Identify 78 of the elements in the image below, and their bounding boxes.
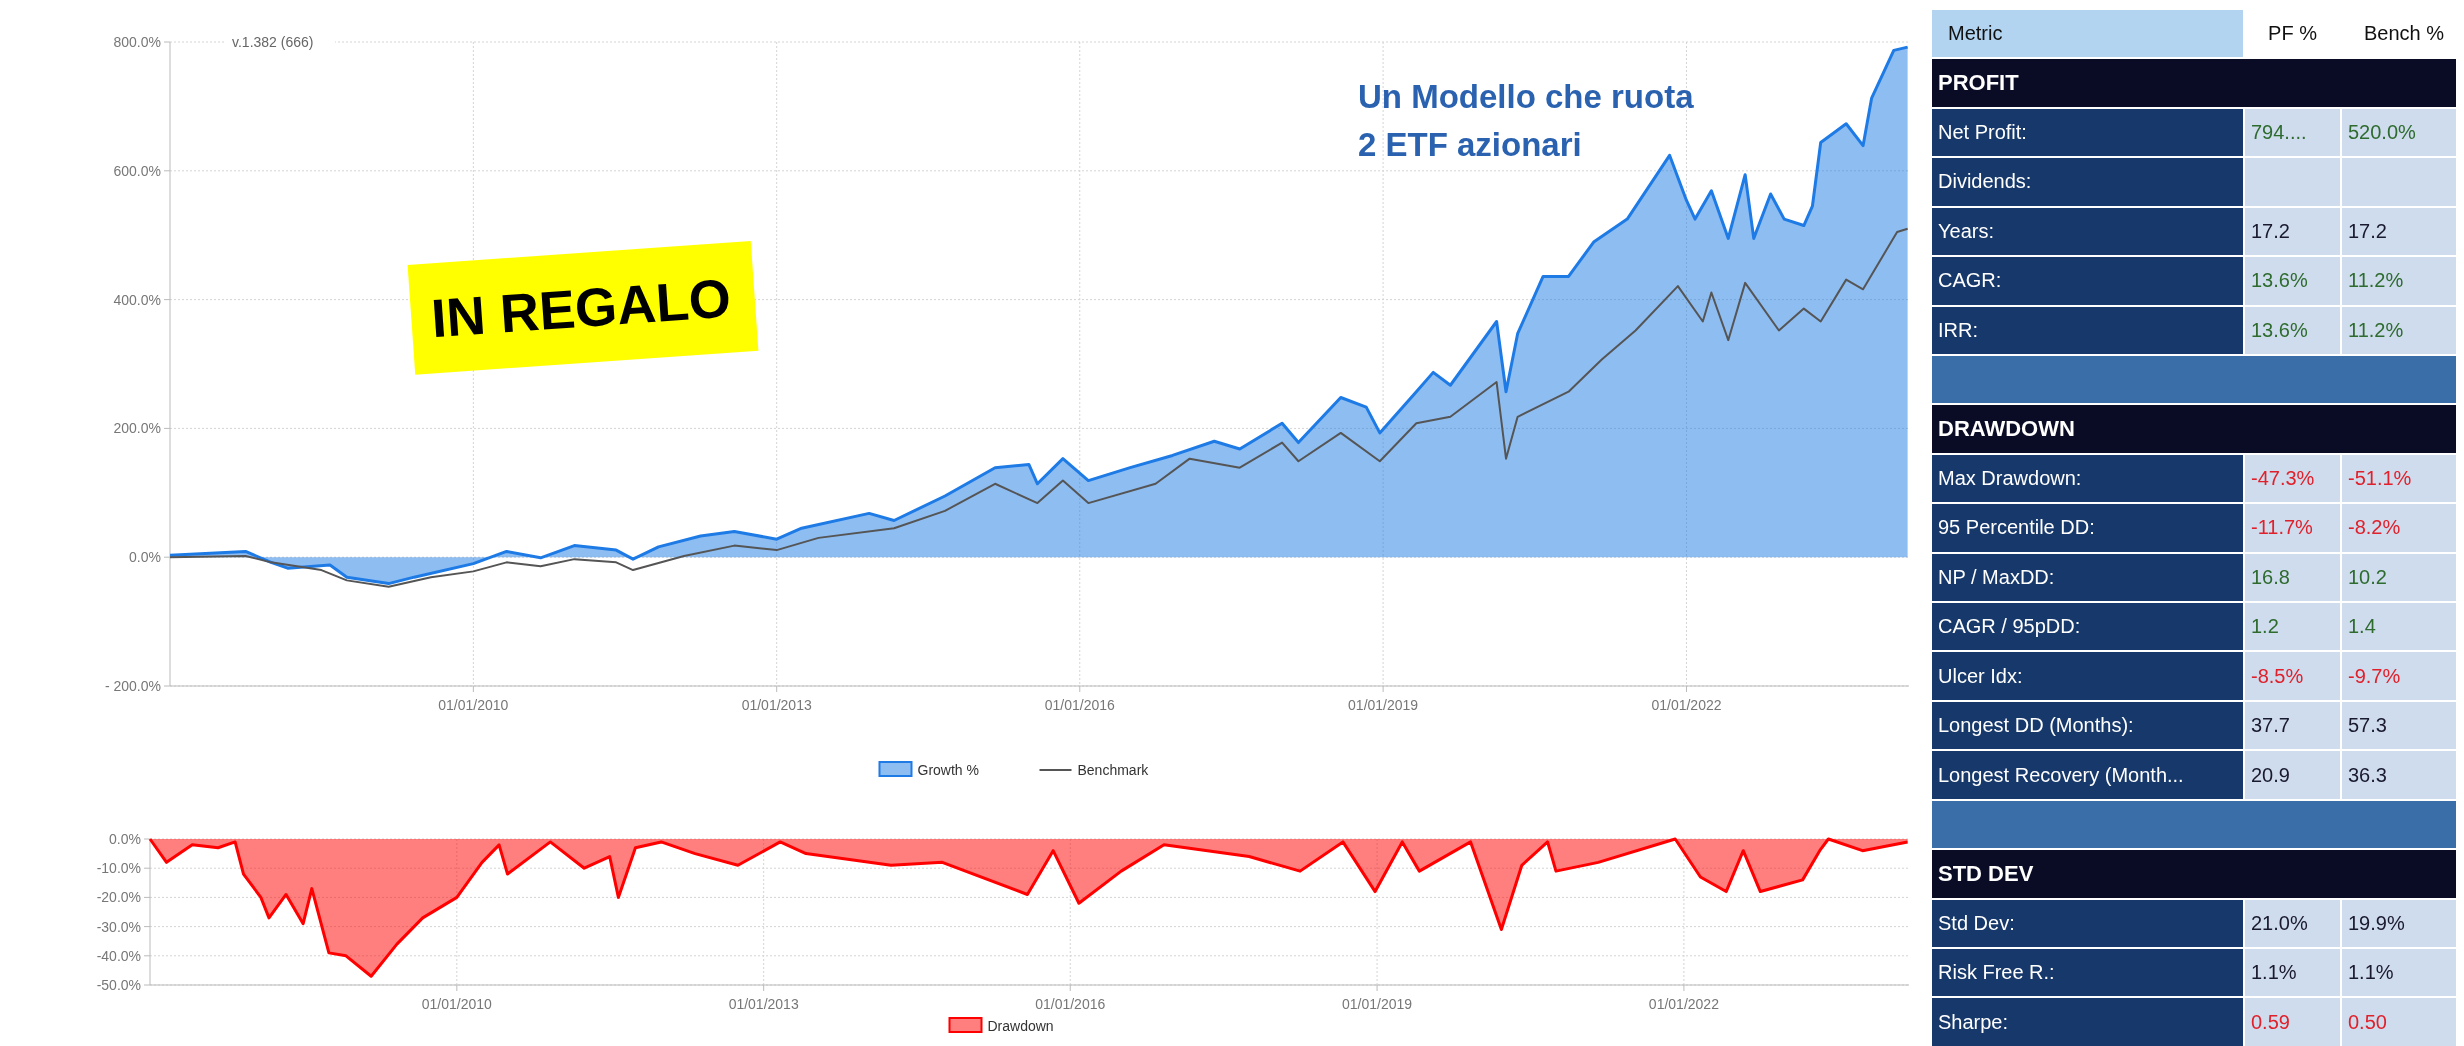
- category-label: Years:: [1938, 219, 1994, 242]
- x-tick-label: 01/01/2016: [1044, 697, 1116, 713]
- x-tick-label: 01/01/2022: [1648, 996, 1720, 1012]
- text: 36.3: [2348, 763, 2387, 786]
- category-label: Risk Free R.:: [1938, 961, 2055, 984]
- text: 13.6%: [2251, 318, 2308, 341]
- text: -51.1%: [2348, 467, 2412, 489]
- text: 11.2%: [2348, 269, 2404, 292]
- category-label: CAGR / 95pDD:: [1938, 615, 2081, 638]
- category-label: Bench %: [2362, 21, 2446, 47]
- text: 37.7: [2251, 714, 2290, 737]
- y-tick-label: -50.0%: [96, 976, 141, 993]
- y-tick-label: - 200.0%: [104, 677, 161, 694]
- category-label: NP / MaxDD:: [1938, 565, 2055, 588]
- text: 57.3: [2348, 714, 2387, 737]
- text: 0.59: [2251, 1010, 2290, 1033]
- text: 16.8: [2251, 565, 2290, 588]
- text: -8.5%: [2251, 664, 2304, 687]
- category-label: STD DEV: [1938, 860, 2034, 886]
- x-tick-label: 01/01/2013: [741, 697, 812, 713]
- text: 1.1%: [2251, 961, 2297, 984]
- category-label: PROFIT: [1938, 70, 2019, 96]
- text: 21.0%: [2251, 911, 2308, 934]
- legend-label: Growth %: [917, 761, 979, 778]
- x-tick-label: 01/01/2016: [1035, 996, 1106, 1012]
- category-label: CAGR:: [1938, 269, 2002, 292]
- y-tick-label: 800.0%: [113, 33, 161, 50]
- text: 11.2%: [2348, 318, 2404, 341]
- category-label: Std Dev:: [1938, 911, 2015, 934]
- legend-label: Drawdown: [987, 1017, 1054, 1034]
- text: 13.6%: [2251, 269, 2308, 292]
- legend-label: Benchmark: [1077, 761, 1150, 778]
- text: 17.2: [2348, 219, 2387, 242]
- text: -8.2%: [2348, 516, 2401, 539]
- text: 1.1%: [2348, 961, 2394, 984]
- category-label: Dividends:: [1938, 170, 2032, 193]
- category-label: Longest Recovery (Month...: [1938, 763, 2184, 786]
- category-label: Max Drawdown:: [1938, 467, 2082, 489]
- y-tick-label: 0.0%: [129, 549, 161, 566]
- y-tick-label: 0.0%: [109, 830, 141, 847]
- category-label: IRR:: [1938, 318, 1978, 341]
- text: 1.2: [2251, 615, 2279, 638]
- y-tick-label: -20.0%: [96, 889, 141, 906]
- y-tick-label: -40.0%: [96, 947, 141, 964]
- text: 19.9%: [2348, 911, 2405, 934]
- y-tick-label: -30.0%: [96, 918, 141, 935]
- y-tick-label: 400.0%: [113, 291, 161, 308]
- text: -11.7%: [2251, 516, 2313, 539]
- category-label: Longest DD (Months):: [1938, 714, 2134, 737]
- text: 794....: [2251, 121, 2307, 144]
- y-tick-label: 600.0%: [113, 162, 161, 179]
- text: -9.7%: [2348, 664, 2401, 687]
- text: 520.0%: [2348, 121, 2416, 144]
- text: -47.3%: [2251, 467, 2315, 489]
- annotation: v.1.382 (666): [232, 33, 314, 50]
- category-label: Net Profit:: [1938, 121, 2027, 144]
- category-label: PF %: [2245, 10, 2340, 58]
- y-tick-label: 200.0%: [113, 420, 161, 437]
- text: 17.2: [2251, 219, 2290, 242]
- category-label: DRAWDOWN: [1938, 416, 2075, 442]
- category-label: Metric: [1932, 10, 2243, 58]
- y-tick-label: -10.0%: [96, 860, 141, 877]
- text: 10.2: [2348, 565, 2387, 588]
- x-tick-label: 01/01/2019: [1348, 697, 1419, 713]
- x-tick-label: 01/01/2019: [1342, 996, 1413, 1012]
- x-tick-label: 01/01/2010: [438, 697, 509, 713]
- text: 0.50: [2348, 1010, 2387, 1033]
- annotation: IN REGALO: [429, 267, 733, 349]
- x-tick-label: 01/01/2013: [728, 996, 799, 1012]
- x-tick-label: 01/01/2022: [1651, 697, 1722, 713]
- category-label: 95 Percentile DD:: [1938, 516, 2095, 539]
- category-label: Sharpe:: [1938, 1010, 2009, 1033]
- x-tick-label: 01/01/2010: [421, 996, 493, 1012]
- line-series: [169, 227, 1909, 588]
- category-label: Ulcer Idx:: [1938, 664, 2023, 687]
- text: 1.4: [2348, 615, 2376, 638]
- text: 20.9: [2251, 763, 2290, 786]
- annotation: Un Modello che ruota 2 ETF azionari: [1358, 78, 1695, 163]
